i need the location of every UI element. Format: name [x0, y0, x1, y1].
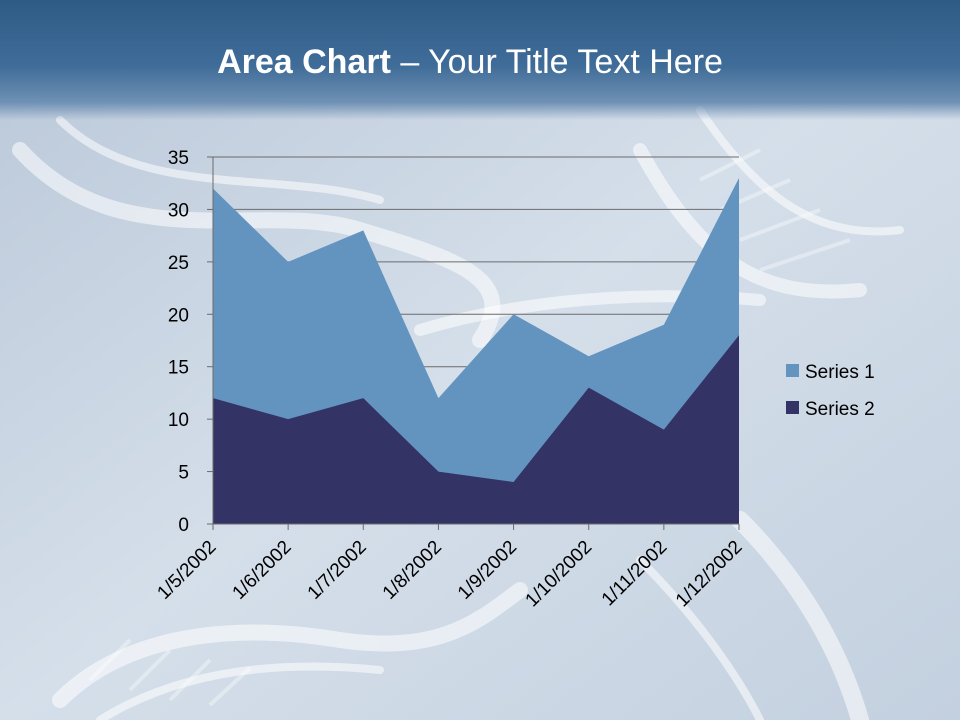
- x-tick-label: 1/9/2002: [454, 537, 521, 604]
- slide-title-bold: Area Chart: [217, 43, 391, 81]
- x-tick-label: 1/8/2002: [379, 537, 446, 604]
- y-tick-label: 0: [178, 515, 189, 536]
- y-tick-label: 35: [168, 148, 189, 169]
- y-tick-label: 15: [168, 358, 189, 379]
- slide-title-rest: – Your Title Text Here: [390, 43, 723, 81]
- y-tick-label: 30: [168, 200, 189, 221]
- legend-swatch-series-1: [786, 364, 799, 377]
- x-tick-label: 1/12/2002: [672, 537, 747, 612]
- title-bar: [0, 0, 960, 120]
- y-tick-label: 10: [168, 410, 189, 431]
- x-tick-label: 1/5/2002: [153, 537, 220, 604]
- series-area-2: [213, 335, 739, 524]
- x-tick-label: 1/11/2002: [598, 537, 672, 611]
- y-tick-label: 25: [168, 253, 189, 274]
- x-tick-label: 1/7/2002: [304, 537, 371, 604]
- legend-label-series-1: Series 1: [805, 362, 875, 383]
- x-tick-label: 1/6/2002: [229, 537, 296, 604]
- y-tick-label: 20: [168, 305, 189, 326]
- slide-title: Area Chart – Your Title Text Here: [0, 40, 940, 84]
- y-tick-label: 5: [178, 463, 189, 484]
- x-tick-label: 1/10/2002: [522, 537, 597, 612]
- legend-label-series-2: Series 2: [805, 399, 875, 420]
- legend-swatch-series-2: [786, 401, 799, 414]
